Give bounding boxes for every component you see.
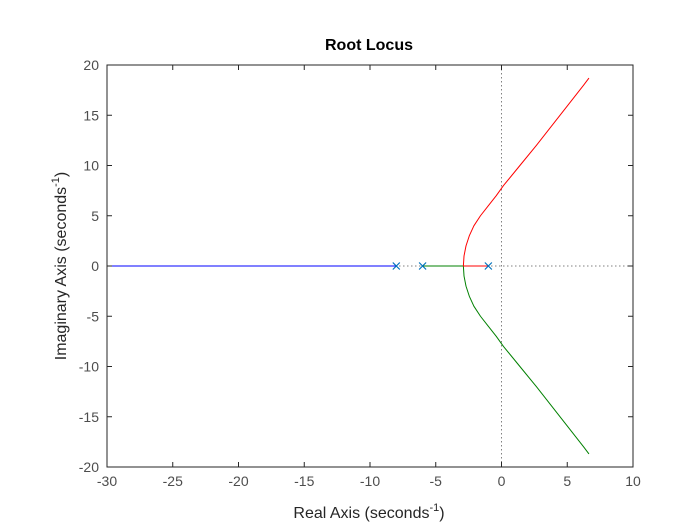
y-tick-label: -10 bbox=[79, 359, 99, 375]
x-tick-label: -20 bbox=[228, 473, 248, 489]
y-tick-label: -20 bbox=[79, 459, 99, 475]
pole-marker-1 bbox=[484, 262, 493, 270]
pole-marker-3 bbox=[392, 262, 401, 270]
y-tick-label: 0 bbox=[91, 258, 99, 274]
y-tick-label: -15 bbox=[79, 409, 99, 425]
x-tick-label: -25 bbox=[163, 473, 183, 489]
x-tick-label: -10 bbox=[360, 473, 380, 489]
x-axis-label-superscript: -1 bbox=[429, 502, 439, 514]
chart-title: Root Locus bbox=[325, 37, 413, 54]
x-axis-label-end: ) bbox=[439, 505, 444, 522]
x-tick-label: 0 bbox=[498, 473, 506, 489]
plot-area: -30 -25 -20 -15 -10 -5 0 5 10 -20 -15 -10 -5 0 5 10 15 20 bbox=[79, 57, 641, 489]
x-axis-label: Real Axis (seconds-1) bbox=[293, 502, 444, 522]
y-tick-label: 10 bbox=[83, 158, 99, 174]
x-tick-label: 10 bbox=[625, 473, 641, 489]
locus-branch-2 bbox=[422, 265, 590, 455]
x-axis-label-main: Real Axis (seconds bbox=[293, 505, 429, 522]
y-axis-label-end: ) bbox=[53, 172, 70, 177]
y-axis-label-main: Imaginary Axis (seconds bbox=[53, 187, 70, 360]
y-tick-label: -5 bbox=[87, 308, 100, 324]
y-tick-label: 5 bbox=[91, 208, 99, 224]
locus-branch-3 bbox=[462, 77, 590, 267]
x-tick-label: -15 bbox=[294, 473, 314, 489]
x-tick-label: -5 bbox=[430, 473, 443, 489]
y-tick-label: 15 bbox=[83, 107, 99, 123]
y-axis-label: Imaginary Axis (seconds-1) bbox=[50, 172, 70, 361]
y-tick-label: 20 bbox=[83, 57, 99, 73]
pole-marker-2 bbox=[418, 262, 427, 270]
y-axis-label-superscript: -1 bbox=[50, 177, 62, 187]
x-tick-label: 5 bbox=[563, 473, 571, 489]
x-tick-label: -30 bbox=[97, 473, 117, 489]
